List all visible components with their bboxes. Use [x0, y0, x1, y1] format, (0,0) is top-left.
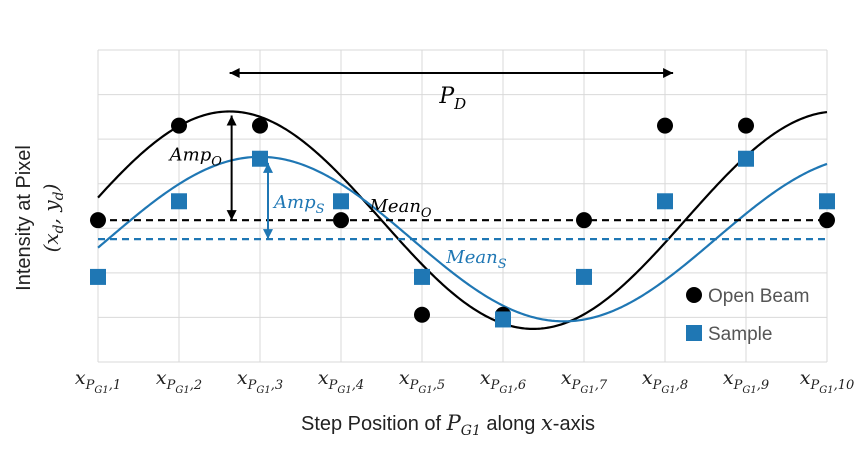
x-tick-label: xPG1,1	[75, 367, 121, 396]
amp-open-label: AmpO	[168, 144, 223, 169]
legend-open-beam-label: Open Beam	[708, 286, 809, 307]
series-line-open-beam	[97, 110, 828, 331]
x-tick-label: xPG1,10	[800, 367, 855, 396]
y-axis-label: Intensity at Pixel (xd, yd)	[13, 145, 67, 291]
sample-point	[576, 268, 592, 285]
y-axis-label-line2: (xd, yd)	[39, 184, 67, 253]
open-beam-point	[252, 117, 268, 134]
amp-sample-label: AmpS	[272, 192, 325, 217]
series-line-sample	[97, 155, 828, 323]
x-tick-label: xPG1,7	[561, 367, 608, 396]
open-beam-point	[414, 306, 430, 323]
sample-point	[414, 268, 430, 285]
x-tick-labels: xPG1,1 xPG1,2 xPG1,3 xPG1,4 xPG1,5 xPG1,6 xPG1…	[75, 367, 854, 396]
open-beam-point	[738, 117, 754, 134]
amp-sample-arrow-head	[263, 229, 273, 240]
x-tick-label: xPG1,5	[399, 367, 445, 396]
sample-point	[171, 193, 187, 210]
legend-open-beam-marker	[686, 287, 702, 303]
mean-lines	[98, 219, 827, 241]
period-arrow-head	[663, 68, 674, 78]
amp-sample-arrow-head	[263, 162, 273, 173]
sample-point	[738, 150, 754, 167]
period-label: PD	[438, 84, 466, 113]
amp-open-arrow-head	[226, 210, 237, 221]
legend: Open Beam Sample	[686, 286, 809, 345]
period-arrow-head	[229, 68, 240, 78]
sample-point	[495, 311, 511, 328]
x-axis-label: Step Position of PG1 along x-axis	[301, 411, 595, 439]
sample-point	[252, 150, 268, 167]
open-beam-point	[90, 212, 106, 229]
x-tick-label: xPG1,6	[480, 367, 526, 396]
open-beam-point	[657, 117, 673, 134]
mean-sample-label: MeanS	[445, 247, 506, 272]
x-tick-label: xPG1,4	[318, 367, 364, 396]
sample-point	[333, 193, 349, 210]
x-tick-label: xPG1,9	[723, 367, 769, 396]
y-axis-label-line1: Intensity at Pixel	[13, 145, 35, 291]
sample-point	[90, 268, 106, 285]
open-beam-point	[171, 117, 187, 134]
annotation-arrows	[226, 68, 674, 240]
open-beam-point	[576, 212, 592, 229]
legend-sample-label: Sample	[708, 324, 772, 345]
curves	[97, 110, 828, 331]
x-tick-label: xPG1,3	[237, 367, 283, 396]
legend-sample-marker	[686, 325, 702, 341]
markers	[90, 117, 835, 328]
x-tick-label: xPG1,2	[156, 367, 202, 396]
open-beam-point	[333, 212, 349, 229]
open-beam-point	[819, 212, 835, 229]
mean-open-label: MeanO	[369, 196, 432, 221]
amp-open-arrow-head	[226, 115, 237, 126]
grid	[97, 49, 828, 363]
x-tick-label: xPG1,8	[642, 367, 688, 396]
sample-point	[657, 193, 673, 210]
sample-point	[819, 193, 835, 210]
